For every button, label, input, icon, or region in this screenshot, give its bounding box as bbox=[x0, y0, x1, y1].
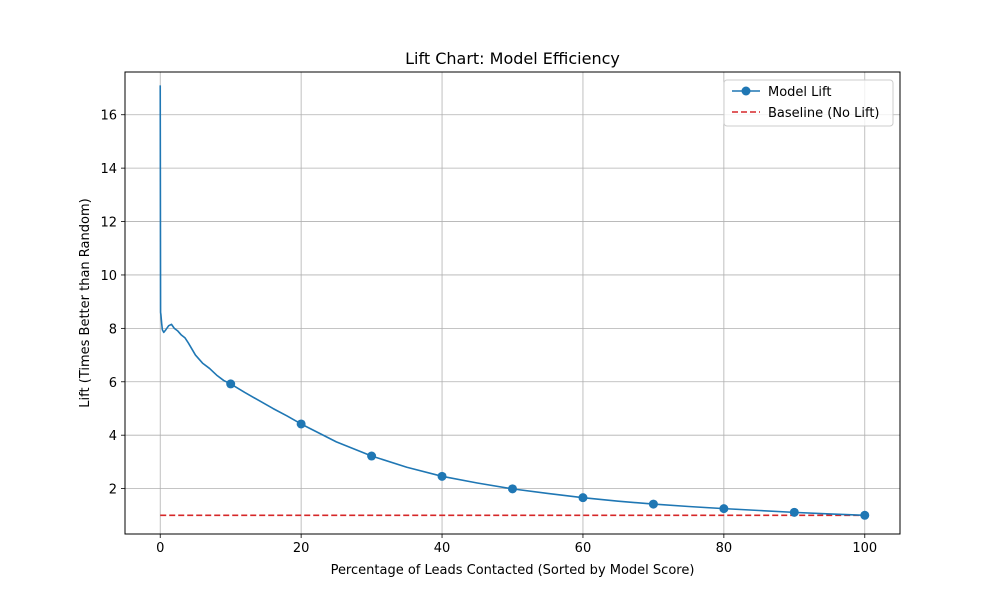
model-lift-point bbox=[296, 419, 306, 429]
y-tick-label: 14 bbox=[100, 162, 117, 177]
series-layer bbox=[159, 85, 870, 520]
y-tick-label: 8 bbox=[109, 322, 117, 337]
x-tick-label: 100 bbox=[852, 541, 877, 556]
model-lift-point bbox=[226, 379, 236, 389]
model-lift-point bbox=[719, 504, 729, 514]
x-tick-label: 40 bbox=[434, 541, 451, 556]
y-tick-label: 4 bbox=[109, 429, 117, 444]
y-tick-label: 2 bbox=[109, 483, 117, 498]
legend-label-baseline: Baseline (No Lift) bbox=[768, 106, 880, 121]
y-axis-label: Lift (Times Better than Random) bbox=[78, 198, 93, 407]
model-lift-point bbox=[367, 451, 377, 461]
model-lift-point bbox=[860, 510, 870, 520]
axis-ticks: 0 20 40 60 80 100 2 4 6 8 10 12 14 16 bbox=[100, 109, 877, 556]
model-lift-point bbox=[437, 471, 447, 481]
model-lift-point bbox=[578, 493, 588, 503]
grid bbox=[125, 72, 900, 534]
y-tick-label: 16 bbox=[100, 109, 117, 124]
x-tick-label: 0 bbox=[156, 541, 164, 556]
legend-model-lift-marker bbox=[741, 86, 751, 96]
legend-box bbox=[723, 79, 894, 127]
x-tick-label: 80 bbox=[716, 541, 733, 556]
plot-frame bbox=[124, 71, 901, 535]
legend-label-model-lift: Model Lift bbox=[768, 85, 831, 100]
chart-title: Lift Chart: Model Efficiency bbox=[405, 49, 620, 68]
model-lift-point bbox=[508, 484, 517, 494]
model-lift-point bbox=[648, 499, 658, 509]
x-tick-label: 60 bbox=[575, 541, 592, 556]
y-tick-label: 12 bbox=[100, 216, 117, 231]
x-tick-label: 20 bbox=[293, 541, 310, 556]
model-lift-line bbox=[159, 85, 865, 517]
y-tick-label: 6 bbox=[109, 376, 117, 391]
legend: Model Lift Baseline (No Lift) bbox=[723, 79, 894, 127]
x-axis-label: Percentage of Leads Contacted (Sorted by… bbox=[331, 563, 695, 578]
model-lift-point bbox=[789, 507, 799, 517]
y-tick-label: 10 bbox=[100, 269, 117, 284]
